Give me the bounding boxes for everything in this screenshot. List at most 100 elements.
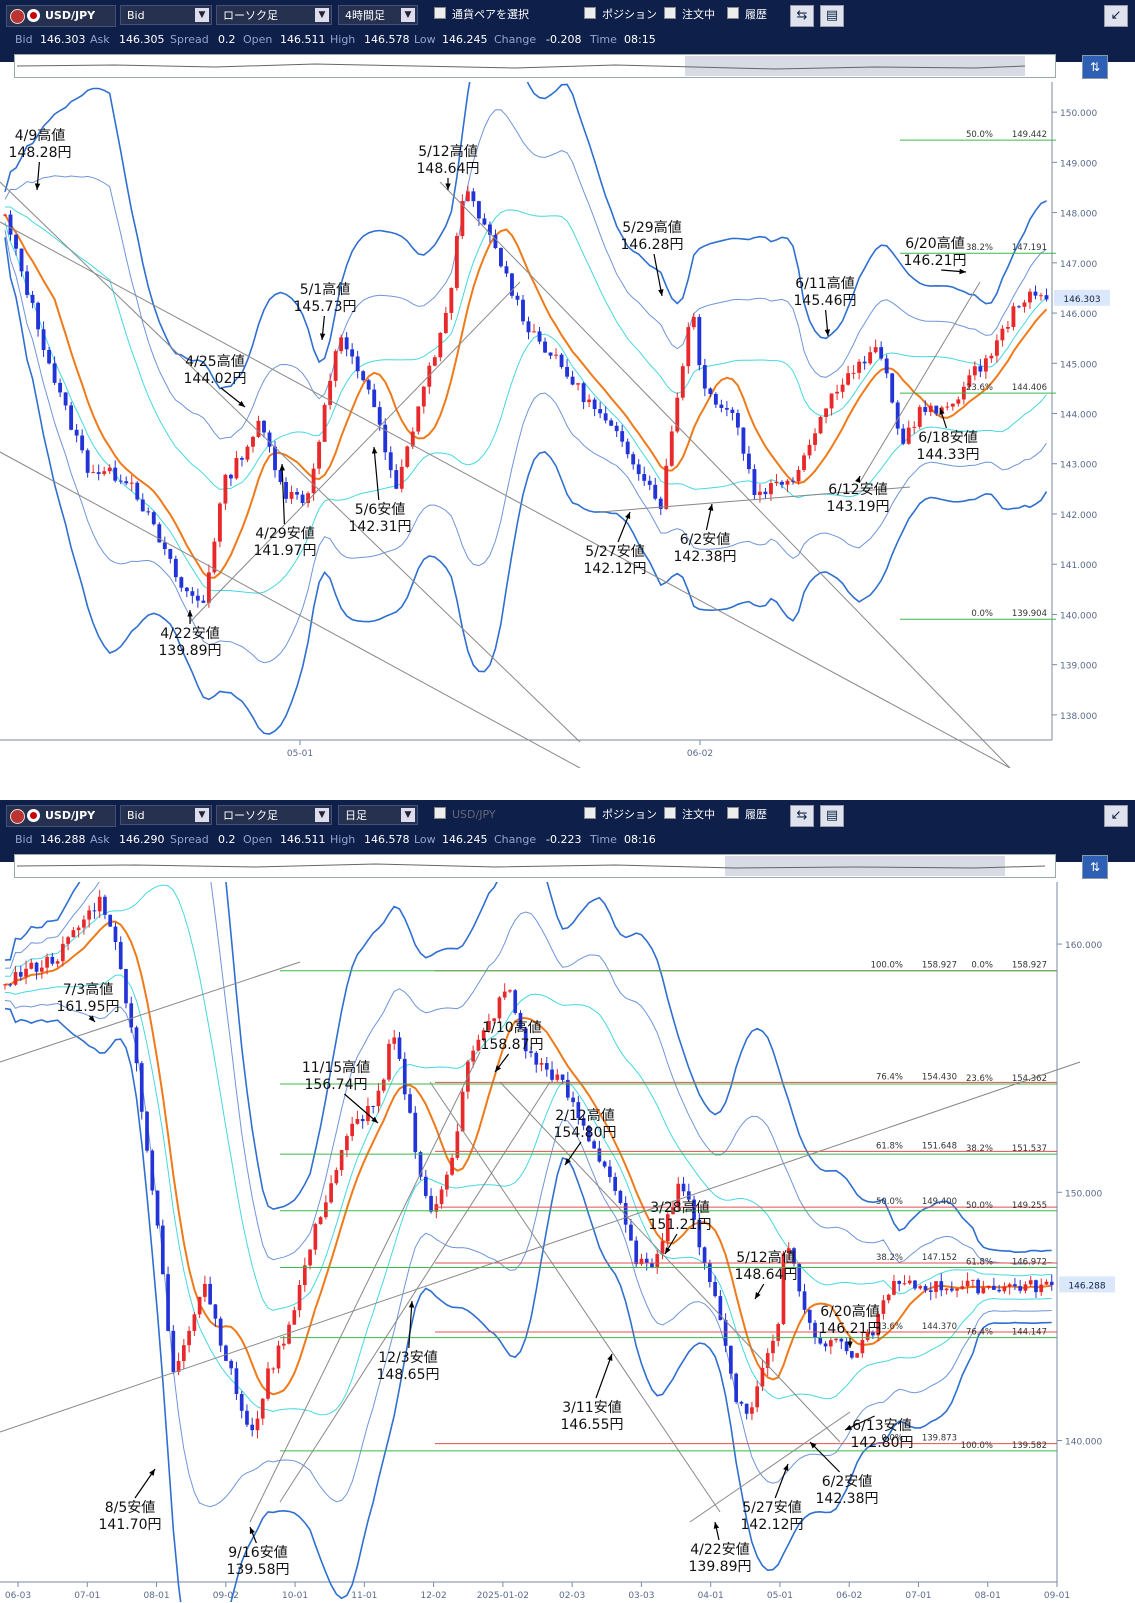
orders-checkbox[interactable]: 注文中 — [664, 805, 715, 825]
candle — [895, 402, 900, 429]
candle — [66, 937, 70, 944]
candle — [187, 1330, 191, 1346]
candle — [34, 962, 39, 972]
candle — [410, 431, 415, 447]
price-type-select[interactable]: Bid ▼ — [120, 805, 212, 825]
position-checkbox[interactable]: ポジション — [584, 5, 657, 25]
history-checkbox[interactable]: 履歴 — [727, 805, 767, 825]
x-tick-label: 06-02 — [687, 749, 713, 759]
annotation-price: 142.31円 — [349, 519, 412, 535]
chart-settings-icon[interactable]: ⇆ — [790, 5, 814, 27]
candle — [295, 492, 299, 495]
candle — [405, 446, 410, 467]
candle — [807, 1309, 812, 1323]
candle — [560, 1074, 565, 1080]
fib-level-pct: 38.2% — [876, 1253, 903, 1263]
candle — [526, 321, 531, 333]
pair-compare-checkbox[interactable]: 通貨ペアを選択 — [434, 5, 529, 25]
chart-panel-4h: USD/JPY Bid ▼ ローソク足 ▼ 4時間足 ▼ 通貨ペアを選択 ポジション … — [0, 0, 1135, 780]
arrowhead — [279, 464, 285, 471]
candle — [650, 1262, 654, 1268]
candle — [413, 1112, 418, 1153]
candle — [217, 503, 222, 542]
candle — [218, 1318, 223, 1346]
x-tick-label: 09-02 — [213, 1591, 239, 1601]
candle — [907, 1280, 912, 1284]
annotation-date: 4/29安値 — [255, 526, 314, 542]
annotation-price: 148.28円 — [9, 145, 72, 161]
currency-pair-selector[interactable]: USD/JPY — [6, 5, 116, 27]
price-type-select[interactable]: Bid ▼ — [120, 5, 212, 25]
trend-line — [499, 1081, 841, 1443]
candle — [592, 1141, 596, 1149]
chart-type-select[interactable]: ローソク足 ▼ — [216, 5, 332, 25]
minimize-icon[interactable]: ↙ — [1104, 805, 1128, 827]
chart-navigator[interactable] — [14, 854, 1056, 878]
timeframe-select[interactable]: 日足 ▼ — [338, 805, 418, 825]
candle — [487, 1020, 491, 1031]
chart-settings-icon[interactable]: ⇆ — [790, 805, 814, 827]
candle — [287, 1324, 291, 1344]
annotation-price: 139.89円 — [159, 643, 222, 659]
candle — [1034, 1280, 1038, 1293]
candle — [658, 498, 663, 509]
chart-window-icon[interactable]: ▤ — [820, 805, 844, 827]
candle — [333, 351, 338, 381]
annotation-date: 6/18安値 — [918, 430, 977, 446]
candle — [625, 441, 630, 455]
compare-pair-checkbox[interactable]: USD/JPY — [434, 805, 496, 825]
candle — [570, 376, 575, 385]
candle — [669, 431, 674, 466]
annotation-date: 5/29高値 — [622, 219, 681, 236]
price-chart-4h[interactable]: 138.000 139.000 140.000 141.000 142.000 143.0… — [0, 82, 1135, 768]
position-checkbox[interactable]: ポジション — [584, 805, 657, 825]
candle — [543, 341, 547, 353]
candle — [718, 1296, 723, 1321]
annotation-price: 154.80円 — [554, 1125, 617, 1141]
candle — [234, 1368, 239, 1394]
trend-line — [0, 221, 1011, 768]
chart-window-icon[interactable]: ▤ — [820, 5, 844, 27]
candle — [311, 468, 316, 494]
x-tick-label: 12-02 — [421, 1591, 447, 1601]
bollinger-lower-2sigma — [4, 1000, 1052, 1508]
chart-navigator[interactable] — [14, 54, 1056, 78]
arrowhead — [149, 1469, 155, 1476]
navigator-toggle-icon[interactable]: ⇅ — [1082, 855, 1108, 879]
orders-checkbox[interactable]: 注文中 — [664, 5, 715, 25]
candle — [184, 587, 189, 592]
history-checkbox[interactable]: 履歴 — [727, 5, 767, 25]
y-tick-label: 139.000 — [1060, 662, 1097, 672]
price-chart-daily[interactable]: 140.000 150.000 160.000 06-03 07-01 08-01 09-0… — [0, 882, 1135, 1602]
arrowhead — [959, 268, 966, 275]
annotation-price: 161.95円 — [57, 999, 120, 1015]
candle — [965, 1280, 970, 1287]
currency-pair-selector[interactable]: USD/JPY — [6, 805, 116, 827]
annotation-date: 8/5安値 — [105, 1500, 156, 1516]
annotation-arrow — [344, 1093, 379, 1124]
candle — [30, 294, 35, 303]
candle — [388, 452, 393, 471]
y-tick-label: 141.000 — [1060, 561, 1097, 571]
candle — [397, 1037, 402, 1059]
minimize-icon[interactable]: ↙ — [1104, 5, 1128, 27]
candle — [741, 427, 746, 454]
candle — [192, 1314, 197, 1331]
candle — [427, 365, 432, 387]
candle — [554, 354, 558, 356]
fib-level-value: 144.370 — [922, 1322, 957, 1332]
timeframe-select[interactable]: 4時間足 ▼ — [338, 5, 418, 25]
candle — [245, 446, 250, 460]
candle — [267, 432, 272, 447]
candle — [289, 492, 294, 499]
candle — [439, 1189, 444, 1205]
candle — [602, 1161, 607, 1167]
candle — [429, 1195, 433, 1212]
candle — [300, 494, 305, 504]
navigator-toggle-icon[interactable]: ⇅ — [1082, 55, 1108, 79]
chart-type-select[interactable]: ローソク足 ▼ — [216, 805, 332, 825]
candle — [345, 1136, 349, 1151]
y-tick-label: 145.000 — [1060, 360, 1097, 370]
x-tick-label: 09-01 — [1044, 1591, 1070, 1601]
y-tick-label: 146.000 — [1060, 310, 1097, 320]
